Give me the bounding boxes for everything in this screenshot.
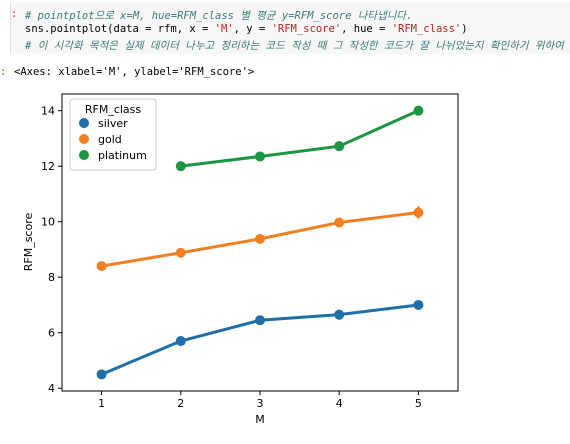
output-text: <Axes: xlabel='M', ylabel='RFM_score'> — [14, 66, 255, 78]
legend-marker-gold — [79, 134, 89, 144]
data-point-platinum — [413, 105, 424, 116]
data-point-gold — [255, 233, 265, 244]
data-point-platinum — [334, 141, 345, 152]
y-tick-label: 4 — [48, 382, 55, 395]
data-point-gold — [96, 261, 107, 272]
data-point-platinum — [255, 151, 265, 162]
x-tick-label: 2 — [177, 397, 184, 410]
data-point-gold — [175, 247, 186, 258]
legend-label-silver: silver — [98, 117, 128, 130]
legend-marker-platinum — [79, 150, 89, 160]
data-point-silver — [175, 336, 186, 347]
x-tick-label: 1 — [98, 397, 105, 410]
data-point-silver — [413, 299, 424, 310]
data-point-gold — [413, 207, 424, 218]
y-tick-label: 14 — [41, 105, 55, 118]
code-comment-2: # 이 시각화 목적은 실제 데이터 나누고 정리하는 코드 작성 때 그 작성… — [25, 40, 564, 52]
series-line-platinum — [180, 109, 420, 168]
code-statement: sns.pointplot(data = rfm, x = 'M', y = '… — [25, 23, 468, 35]
output-prompt: : — [0, 66, 7, 78]
legend-title: RFM_class — [85, 103, 142, 116]
y-axis-label: RFM_score — [22, 213, 35, 272]
x-tick-label: 3 — [257, 397, 264, 410]
data-point-silver — [255, 315, 265, 326]
legend: RFM_class silver gold platinum — [69, 98, 157, 171]
code-cell[interactable]: : # pointplot으로 x=M, hue=RFM_class 별 평균 … — [10, 2, 570, 54]
y-tick-label: 12 — [41, 160, 55, 173]
code-comment-1: # pointplot으로 x=M, hue=RFM_class 별 평균 y=… — [25, 10, 413, 22]
data-point-gold — [334, 217, 345, 228]
x-axis-label: M — [255, 413, 265, 426]
data-point-platinum — [175, 161, 186, 172]
x-tick-label: 5 — [415, 397, 422, 410]
y-tick-label: 10 — [41, 216, 55, 229]
input-prompt: : — [11, 8, 18, 20]
legend-box — [69, 98, 157, 171]
legend-marker-silver — [79, 118, 89, 128]
data-point-silver — [334, 309, 345, 320]
data-point-silver — [96, 369, 107, 380]
x-tick-label: 4 — [336, 397, 343, 410]
legend-label-gold: gold — [98, 133, 122, 146]
y-tick-label: 6 — [48, 327, 55, 340]
legend-label-platinum: platinum — [98, 149, 147, 162]
y-tick-label: 8 — [48, 271, 55, 284]
